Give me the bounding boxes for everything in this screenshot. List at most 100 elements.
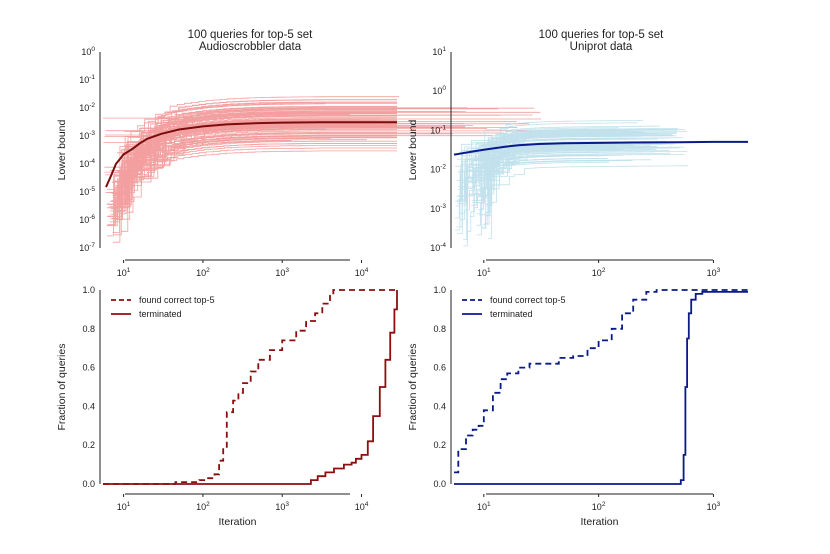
run-line bbox=[110, 102, 397, 210]
run-line bbox=[484, 161, 610, 206]
run-line bbox=[110, 113, 397, 215]
tick-label: 102 bbox=[196, 501, 210, 512]
y-axis-label: Lower bound bbox=[407, 119, 419, 180]
tick-label: 10-4 bbox=[430, 242, 446, 253]
tick-label: 104 bbox=[355, 501, 369, 512]
tick-label: 103 bbox=[707, 501, 721, 512]
tick-label: 1.0 bbox=[433, 285, 446, 295]
series-line-1 bbox=[454, 291, 748, 485]
tick-label: 103 bbox=[275, 501, 289, 512]
tick-label: 10-1 bbox=[79, 74, 95, 85]
run-line bbox=[474, 152, 599, 202]
run-lines bbox=[454, 120, 689, 247]
chart-title: 100 queries for top-5 set bbox=[188, 29, 313, 41]
panel-bottom-right: 0.0 0.2 0.4 0.6 0.8 1.0 101 102 103 Fraction of q… bbox=[407, 285, 748, 528]
run-line bbox=[487, 129, 630, 201]
run-line bbox=[103, 118, 542, 143]
run-line bbox=[105, 111, 541, 132]
panel-bottom-left: 0.0 0.2 0.4 0.6 0.8 1.0 101 102 103 104 Fraction o… bbox=[56, 285, 398, 528]
tick-label: 103 bbox=[707, 267, 721, 278]
tick-label: 101 bbox=[117, 501, 131, 512]
series-line-0 bbox=[454, 289, 748, 474]
tick-label: 104 bbox=[355, 267, 369, 278]
run-line bbox=[478, 127, 619, 204]
run-line bbox=[486, 145, 634, 161]
legend-label: found correct top-5 bbox=[490, 295, 566, 305]
tick-label: 102 bbox=[592, 267, 606, 278]
tick-label: 100 bbox=[432, 85, 446, 96]
run-line bbox=[112, 109, 397, 182]
run-line bbox=[463, 160, 633, 247]
tick-label: 103 bbox=[275, 267, 289, 278]
tick-label: 10-2 bbox=[79, 102, 95, 113]
y-axis-label: Fraction of queries bbox=[407, 344, 419, 431]
run-line bbox=[107, 134, 397, 205]
run-line bbox=[106, 114, 533, 227]
run-line bbox=[121, 108, 499, 168]
tick-label: 0.6 bbox=[82, 363, 95, 373]
run-line bbox=[471, 120, 644, 150]
run-line bbox=[114, 117, 397, 217]
chart-title: Uniprot data bbox=[570, 41, 633, 53]
tick-label: 10-1 bbox=[430, 124, 446, 135]
tick-label: 10-5 bbox=[79, 186, 95, 197]
run-line bbox=[472, 145, 658, 176]
run-line bbox=[454, 138, 658, 154]
tick-label: 100 bbox=[81, 46, 95, 57]
x-axis-label: Iteration bbox=[581, 516, 619, 528]
tick-label: 10-4 bbox=[79, 158, 95, 169]
run-line bbox=[483, 165, 689, 190]
tick-label: 0.0 bbox=[433, 479, 446, 489]
tick-label: 0.8 bbox=[82, 324, 95, 334]
legend-label: terminated bbox=[490, 309, 533, 319]
tick-label: 102 bbox=[196, 267, 210, 278]
tick-label: 0.2 bbox=[433, 440, 446, 450]
run-line bbox=[117, 135, 493, 211]
tick-label: 10-7 bbox=[79, 242, 95, 253]
chart-title: Audioscrobbler data bbox=[199, 41, 302, 53]
legend-label: terminated bbox=[139, 309, 182, 319]
run-line bbox=[113, 123, 530, 176]
run-line bbox=[476, 149, 670, 236]
series-line-0 bbox=[103, 289, 397, 485]
tick-label: 0.4 bbox=[82, 401, 95, 411]
run-line bbox=[111, 135, 397, 201]
run-line bbox=[477, 154, 685, 197]
run-line bbox=[457, 133, 659, 190]
tick-label: 1.0 bbox=[82, 285, 95, 295]
tick-label: 101 bbox=[477, 267, 491, 278]
run-line bbox=[112, 96, 400, 182]
tick-label: 101 bbox=[117, 267, 131, 278]
run-line bbox=[103, 107, 397, 119]
run-line bbox=[460, 131, 644, 214]
tick-label: 0.8 bbox=[433, 324, 446, 334]
run-line bbox=[476, 122, 638, 176]
tick-label: 10-3 bbox=[430, 203, 446, 214]
y-axis-label: Lower bound bbox=[56, 119, 68, 180]
run-line bbox=[476, 131, 643, 161]
tick-label: 102 bbox=[592, 501, 606, 512]
run-line bbox=[112, 150, 397, 243]
chart-title: 100 queries for top-5 set bbox=[539, 29, 664, 41]
y-axis-label: Fraction of queries bbox=[56, 344, 68, 431]
tick-label: 0.2 bbox=[82, 440, 95, 450]
panel-top-left: 100 queries for top-5 setAudioscrobbler … bbox=[56, 29, 542, 278]
run-line bbox=[113, 139, 367, 194]
series-line-1 bbox=[103, 290, 398, 485]
tick-label: 10-3 bbox=[79, 130, 95, 141]
mean-line bbox=[105, 121, 397, 188]
x-axis-label: Iteration bbox=[219, 516, 257, 528]
run-line bbox=[109, 130, 533, 207]
run-line bbox=[106, 125, 397, 205]
tick-label: 10-2 bbox=[430, 164, 446, 175]
run-line bbox=[120, 103, 325, 196]
tick-label: 10-6 bbox=[79, 214, 95, 225]
run-line bbox=[473, 147, 614, 195]
legend-label: found correct top-5 bbox=[139, 295, 215, 305]
tick-label: 101 bbox=[477, 501, 491, 512]
run-line bbox=[124, 99, 397, 132]
tick-label: 101 bbox=[432, 46, 446, 57]
run-line bbox=[474, 152, 671, 175]
